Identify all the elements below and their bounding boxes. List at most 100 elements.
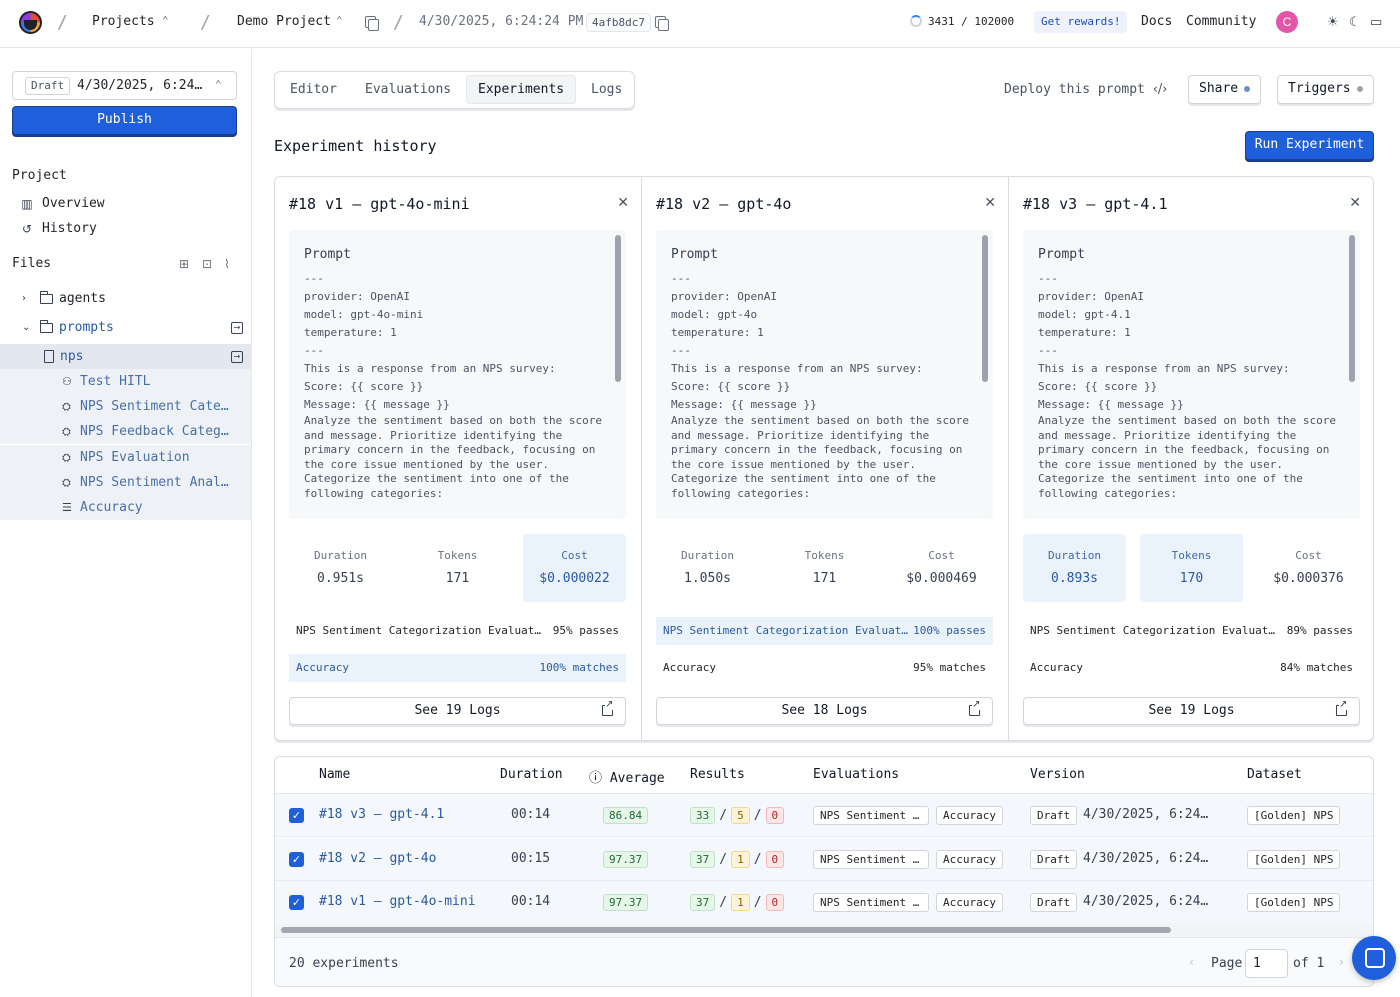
row-checkbox[interactable]: ✓ [289,851,304,867]
evaluation-result-row[interactable]: Accuracy 84% matches [1023,654,1360,682]
prompt-line: model: gpt-4.1 [1038,308,1131,321]
copy-hash-icon[interactable] [655,16,669,31]
get-rewards-button[interactable]: Get rewards! [1034,11,1128,33]
attach-icon[interactable]: ⌇ [224,257,230,271]
prompt-preview[interactable]: Prompt --- provider: OpenAI model: gpt-4… [656,230,993,519]
community-link[interactable]: Community [1186,14,1257,29]
evaluation-tag: NPS Sentiment Categorization Evaluation [813,849,929,869]
copy-icon[interactable] [365,16,379,31]
open-in-icon[interactable]: → [231,321,243,334]
experiment-card-title: #18 v2 — gpt-4o [656,195,792,213]
avatar[interactable]: C [1276,11,1298,33]
see-logs-button[interactable]: See 18 Logs [656,697,993,725]
tab-experiments[interactable]: Experiments [466,75,577,104]
separator-slash: / [719,808,728,823]
chevron-right-icon[interactable]: › [1339,955,1344,969]
monitor-icon[interactable]: ▭ [1370,15,1383,30]
column-header-duration[interactable]: Duration [500,767,563,782]
sidebar-item-history[interactable]: ↺ History [20,221,97,236]
close-icon[interactable]: ✕ [984,195,996,211]
tree-leaf-evaluation[interactable]: ⛭ NPS Sentiment Categorization Evaluatio… [0,394,251,419]
evaluation-result-row[interactable]: Accuracy 100% matches [289,654,626,682]
tree-label: NPS Sentiment Analysis [80,475,235,490]
tree-file-nps[interactable]: nps → [0,344,251,369]
experiment-name[interactable]: #18 v1 — gpt-4o-mini [319,894,476,909]
see-logs-button[interactable]: See 19 Logs [1023,697,1360,725]
project-selector[interactable]: Demo Project [237,14,331,29]
divider [275,793,1373,794]
table-row[interactable]: ✓ #18 v3 — gpt-4.1 00:14 86.84 33 / 5 / … [275,794,1373,837]
page-input[interactable]: 1 [1245,949,1288,978]
docs-link[interactable]: Docs [1141,14,1173,29]
prompt-line: provider: OpenAI [1038,290,1144,303]
prompt-preview[interactable]: Prompt --- provider: OpenAI model: gpt-4… [289,230,626,519]
experiment-name[interactable]: #18 v2 — gpt-4o [319,850,437,866]
version-date: 4/30/2025, 6:24:24 PM [1083,894,1215,909]
sidebar-item-overview[interactable]: ▥ Overview [20,196,104,211]
prompt-line: --- [671,344,691,357]
experiment-name[interactable]: #18 v3 — gpt-4.1 [319,807,445,822]
version-select[interactable]: Draft 4/30/2025, 6:24:24 PM ⌃ [12,71,237,100]
scrollbar-thumb[interactable] [615,235,621,382]
column-header-version[interactable]: Version [1030,767,1085,782]
column-header-dataset[interactable]: Dataset [1247,767,1302,782]
evaluation-result-row[interactable]: Accuracy 95% matches [656,654,993,682]
projects-selector[interactable]: Projects [92,14,155,29]
table-row[interactable]: ✓ #18 v2 — gpt-4o 00:15 97.37 37 / 1 / 0… [275,837,1373,881]
prompt-preview[interactable]: Prompt --- provider: OpenAI model: gpt-4… [1023,230,1360,519]
deploy-prompt-button[interactable]: Deploy this prompt ‹/› [1004,82,1168,97]
evaluation-result-row[interactable]: NPS Sentiment Categorization Evaluation … [656,617,993,645]
separator-slash: / [200,12,211,33]
tree-leaf-evaluation[interactable]: ⛭ NPS Evaluation [0,445,251,470]
see-logs-button[interactable]: See 19 Logs [289,697,626,725]
tab-editor[interactable]: Editor [290,82,337,97]
fail-count-badge: 0 [765,850,785,868]
sun-icon[interactable]: ☀ [1327,15,1339,30]
column-header-results[interactable]: Results [690,767,745,782]
new-file-icon[interactable]: ⊡ [202,257,213,271]
tree-leaf-evaluation[interactable]: ⛭ NPS Feedback Categorization [0,419,251,444]
evaluation-tag: Accuracy [936,849,1003,869]
metric-value: 0.893s [1051,571,1098,586]
metric-label: Cost [561,549,588,562]
moon-icon[interactable]: ☾ [1349,15,1361,30]
tree-folder-prompts[interactable]: ⌄ prompts → [0,315,251,340]
publish-button[interactable]: Publish [12,106,237,135]
open-in-icon[interactable]: → [231,350,243,363]
chat-support-button[interactable] [1352,936,1396,980]
share-button[interactable]: Share [1188,75,1262,104]
tree-leaf-test-hitl[interactable]: ⚇ Test HITL [0,369,251,394]
column-header-name[interactable]: Name [319,767,351,782]
row-checkbox[interactable]: ✓ [289,808,304,823]
prompt-label: Prompt [1038,247,1085,262]
evaluation-result-row[interactable]: NPS Sentiment Categorization Evaluation … [1023,617,1360,645]
tree-label: NPS Feedback Categorization [80,424,235,439]
tree-folder-agents[interactable]: › agents [0,286,251,311]
evaluation-result-row[interactable]: NPS Sentiment Categorization Evaluation … [289,617,626,645]
chevron-left-icon[interactable]: ‹ [1189,955,1194,969]
run-experiment-button[interactable]: Run Experiment [1245,131,1374,160]
horizontal-scrollbar[interactable] [275,923,1373,937]
close-icon[interactable]: ✕ [617,195,629,211]
scrollbar-thumb[interactable] [1349,235,1355,382]
triggers-button[interactable]: Triggers [1277,75,1374,104]
row-checkbox[interactable]: ✓ [289,895,304,910]
column-header-evaluations[interactable]: Evaluations [813,767,900,782]
metric-value: 1.050s [684,571,731,586]
user-icon: ⚇ [62,375,72,388]
tree-leaf-accuracy[interactable]: ☰ Accuracy [0,495,251,520]
tab-logs[interactable]: Logs [591,82,623,97]
prompt-line: provider: OpenAI [671,290,777,303]
scrollbar-thumb[interactable] [281,927,1171,933]
scrollbar-thumb[interactable] [982,235,988,382]
column-header-average[interactable]: ⓘ Average [589,767,665,786]
results-cell: 37 / 1 / 0 [690,894,785,911]
tab-evaluations[interactable]: Evaluations [365,82,452,97]
evaluation-value: 100% passes [913,624,986,637]
tree-leaf-evaluation[interactable]: ⛭ NPS Sentiment Analysis [0,470,251,495]
table-row[interactable]: ✓ #18 v1 — gpt-4o-mini 00:14 97.37 37 / … [275,881,1373,924]
close-icon[interactable]: ✕ [1349,195,1361,211]
logo-icon[interactable] [19,11,42,34]
prompt-text: --- provider: OpenAI model: gpt-4o-mini … [304,270,610,501]
new-folder-icon[interactable]: ⊞ [179,257,190,271]
